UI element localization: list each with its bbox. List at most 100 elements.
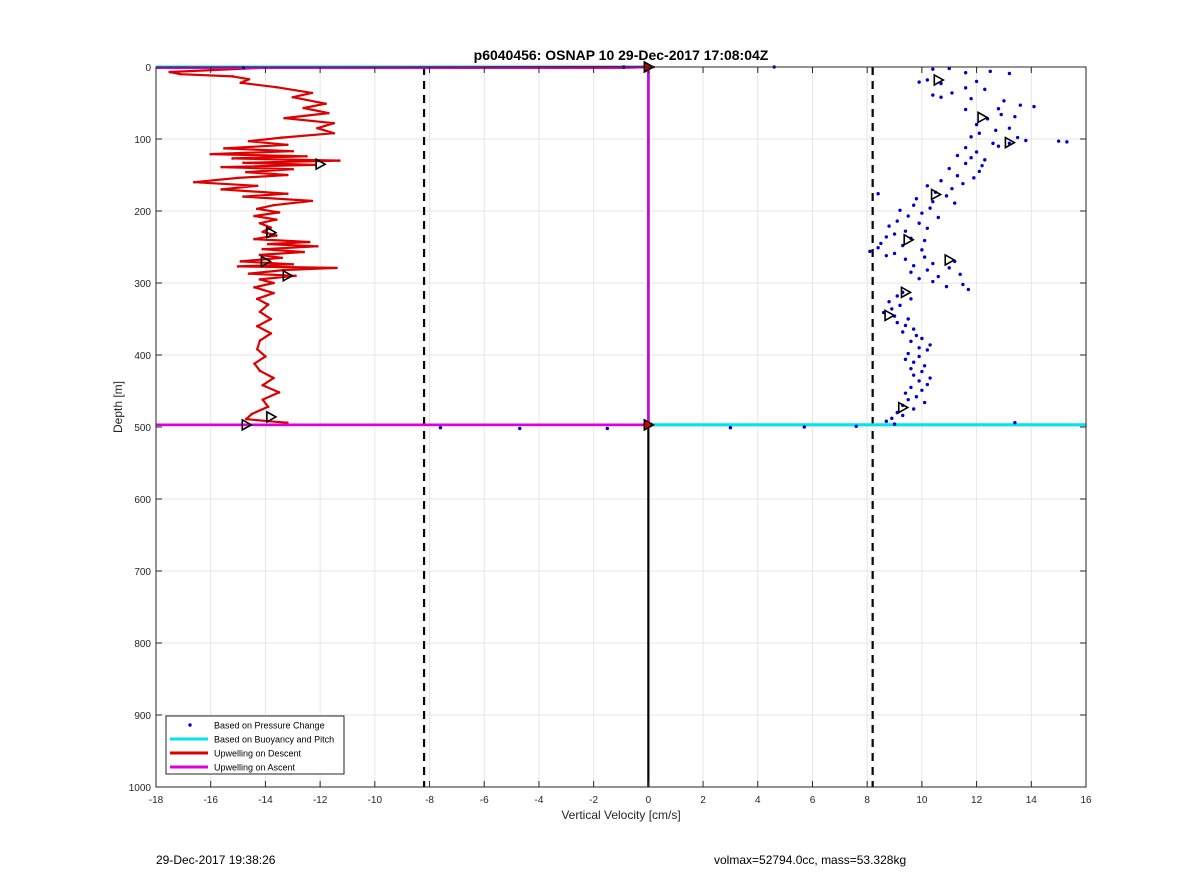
data-point-pressure-change	[917, 221, 921, 225]
tick-label-x: 16	[1080, 795, 1092, 806]
data-point-pressure-change	[1013, 420, 1017, 425]
data-point-descent	[223, 147, 226, 150]
direction-marker-pressure	[977, 111, 989, 124]
data-point-pressure-change	[909, 366, 913, 371]
data-point-descent	[250, 412, 254, 416]
data-point-pressure-change	[963, 145, 968, 150]
data-point-descent	[316, 244, 319, 248]
data-point-descent	[261, 247, 264, 251]
data-point-pressure-change	[903, 257, 908, 261]
data-point-pressure-change	[931, 279, 935, 284]
data-point-descent	[253, 362, 256, 365]
data-point-descent	[253, 214, 256, 218]
data-point-pressure-change	[1007, 71, 1012, 76]
data-point-pressure-change	[909, 385, 913, 390]
data-point-pressure-change	[955, 153, 960, 158]
legend-entry-label: Upwelling on Ascent	[214, 763, 296, 773]
data-point-descent	[258, 369, 262, 373]
data-point-descent	[266, 242, 270, 246]
tick-label-y: 400	[134, 351, 151, 362]
data-point-pressure-change	[914, 395, 919, 399]
direction-marker-ascent	[643, 418, 656, 432]
data-point-pressure-change	[969, 135, 973, 139]
data-point-descent	[247, 139, 251, 143]
direction-marker-descent	[241, 418, 253, 432]
data-point-descent	[327, 111, 330, 115]
data-point-pressure-change	[892, 422, 897, 426]
data-point-descent	[209, 152, 213, 156]
data-point-pressure-change	[909, 270, 913, 274]
data-point-pressure-change	[947, 266, 951, 270]
data-point-pressure-change	[884, 419, 889, 423]
data-point-pressure-change	[901, 413, 905, 418]
data-point-pressure-change	[944, 284, 949, 289]
data-point-descent	[285, 421, 289, 424]
data-point-pressure-change	[996, 107, 1001, 111]
data-point-descent	[253, 237, 256, 241]
data-point-pressure-change	[928, 343, 932, 347]
data-point-pressure-change	[895, 294, 899, 298]
data-point-pressure-change	[977, 131, 982, 135]
x-axis-label: Vertical Velocity [cm/s]	[561, 808, 680, 822]
direction-marker-pressure	[903, 233, 915, 247]
direction-marker-descent	[260, 255, 273, 268]
data-point-pressure-change	[914, 197, 919, 201]
data-point-pressure-change	[966, 287, 971, 292]
data-point-pressure-change	[892, 251, 897, 256]
chart-title: p6040456: OSNAP 10 29-Dec-2017 17:08:04Z	[474, 47, 769, 63]
data-point-pressure-change	[906, 397, 910, 402]
data-point-pressure-change	[911, 407, 916, 411]
data-point-pressure-change	[983, 87, 987, 92]
data-point-pressure-change	[898, 303, 902, 308]
data-point-pressure-change	[931, 67, 935, 71]
legend: Based on Pressure Change Based on Buoyanc…	[165, 715, 345, 775]
data-point-descent	[272, 376, 275, 380]
data-point-pressure-change	[911, 360, 916, 364]
data-point-pressure-change	[939, 95, 943, 99]
data-point-pressure-change	[911, 327, 916, 331]
data-point-descent	[285, 173, 289, 177]
data-point-descent	[313, 163, 316, 167]
data-point-descent	[258, 278, 262, 281]
data-point-pressure-change	[895, 320, 899, 325]
data-point-descent	[291, 149, 295, 153]
data-point-pressure-change	[963, 161, 968, 166]
data-point-descent	[255, 324, 259, 328]
data-point-descent	[280, 136, 284, 139]
data-point-pressure-change	[928, 376, 932, 380]
tick-label-y: 100	[134, 135, 151, 146]
data-point-pressure-change	[914, 333, 919, 338]
direction-marker-pressure	[944, 253, 956, 267]
data-point-pressure-change	[958, 272, 962, 277]
data-point-descent	[283, 116, 286, 120]
data-point-descent	[269, 332, 273, 335]
data-point-descent	[277, 211, 281, 214]
tick-label-y: 0	[145, 63, 151, 74]
data-point-pressure-change	[1002, 99, 1006, 103]
data-point-pressure-change	[922, 238, 927, 243]
legend-box	[165, 715, 345, 775]
data-point-pressure-change	[931, 261, 935, 266]
data-point-pressure-change	[1024, 138, 1028, 143]
tick-label-x: 2	[700, 795, 706, 806]
data-point-descent	[332, 131, 336, 135]
data-point-pressure-change	[917, 379, 921, 383]
data-point-descent	[231, 157, 234, 160]
data-point-pressure-change	[972, 176, 976, 180]
direction-marker-descent	[282, 269, 294, 283]
data-point-descent	[275, 85, 278, 89]
tick-label-x: -6	[480, 795, 489, 806]
data-point-descent	[192, 180, 196, 184]
data-point-pressure-change	[974, 150, 979, 154]
tick-label-x: 4	[755, 795, 761, 806]
data-point-pressure-change	[884, 235, 889, 239]
direction-marker-pressure	[900, 286, 913, 299]
data-point-pressure-change	[969, 156, 973, 160]
direction-marker-descent	[266, 410, 278, 424]
legend-entry-label: Based on Pressure Change	[214, 721, 325, 731]
data-point-pressure-change	[920, 211, 924, 215]
data-point-pressure-change	[903, 229, 908, 233]
legend-entry-label: Upwelling on Descent	[214, 749, 302, 759]
data-point-pressure-change	[920, 388, 924, 392]
data-point-descent	[310, 199, 314, 203]
